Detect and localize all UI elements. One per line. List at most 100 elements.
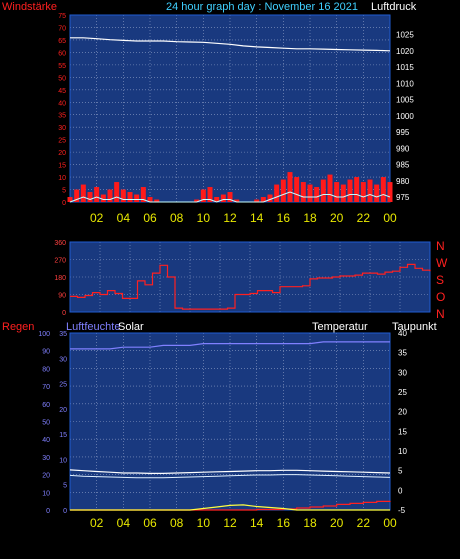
humidity-tick-label: 100 [38,331,50,338]
rain-tick-label: 15 [59,432,67,439]
wind-gust-bar [80,184,86,202]
wind-gust-bar [300,182,306,202]
wind-avg-line [69,191,391,203]
wind-tick-label: 5 [62,188,66,195]
wind-tick-label: 55 [58,63,66,70]
wind-gust-bar [280,179,286,202]
wind-gust-bar [227,192,233,202]
temperature-tick-label: 25 [398,388,407,397]
hour-tick-label: 02 [90,211,104,225]
wind-gust-bar [120,189,126,202]
wind-gust-bar [140,187,146,202]
wind-gust-bar [74,189,80,202]
humidity-line [70,341,390,350]
hour-tick-label: 08 [170,516,184,530]
compass-label: S [436,273,444,287]
hour-tick-label: 12 [223,516,237,530]
wind-gust-bar [114,182,120,202]
wind-gust-bar [354,177,360,202]
pressure-tick-label: 990 [396,144,410,153]
pressure-tick-label: 1000 [396,112,414,121]
wind-gust-bar [100,194,106,202]
humidity-tick-label: 30 [42,455,50,462]
hour-tick-label: 12 [223,211,237,225]
wind-gust-bar [67,197,73,202]
wind-gust-bar [94,187,100,202]
solar-label: Solar [118,321,144,333]
hour-tick-label: 06 [143,211,157,225]
wind-tick-label: 10 [58,175,66,182]
hour-tick-label: 06 [143,516,157,530]
wind-gust-bar [387,182,393,202]
wind-gust-bar [374,184,380,202]
rain-tick-label: 10 [59,457,67,464]
wind-gust-bar [334,182,340,202]
wind-gust-bar [134,194,140,202]
hour-tick-label: 08 [170,211,184,225]
pressure-tick-label: 1010 [396,79,414,88]
compass-label: O [436,290,445,304]
wind-gust-bar [254,199,260,202]
wind-gust-bar [340,184,346,202]
hour-tick-label: 22 [357,516,371,530]
wind-gust-bar [294,177,300,202]
humidity-tick-label: 70 [42,384,50,391]
dewpoint-line [69,474,391,479]
hour-tick-label: 04 [117,211,131,225]
wind-direction-line [70,263,431,310]
wind-gust-bar [260,197,266,202]
wind-gust-bar [267,194,273,202]
pressure-tick-label: 975 [396,193,410,202]
temperature-tick-label: 15 [398,427,407,436]
rain-tick-label: 30 [59,356,67,363]
rain-tick-label: 20 [59,407,67,414]
hour-tick-label: 10 [197,211,211,225]
wind-tick-label: 60 [58,50,66,57]
wind-tick-label: 35 [58,113,66,120]
temperature-tick-label: 20 [398,408,407,417]
wind-gust-bar [107,189,113,202]
hour-tick-label: 22 [357,211,371,225]
hour-tick-label: 02 [90,516,104,530]
temperature-tick-label: -5 [398,506,406,515]
tick-labels: 0510152025303540455055606570759759809859… [38,13,448,530]
temperature-tick-label: 35 [398,349,407,358]
hour-tick-label: 16 [277,211,291,225]
humidity-tick-label: 50 [42,420,50,427]
wind-gust-bar [307,184,313,202]
direction-tick-label: 180 [54,275,66,282]
wind-gust-bar [274,184,280,202]
rain-tick-label: 0 [63,508,67,515]
pressure-axis-label: Luftdruck [371,1,417,13]
direction-tick-label: 360 [54,240,66,247]
wind-gust-bar [347,179,353,202]
pressure-tick-label: 995 [396,128,410,137]
humidity-tick-label: 80 [42,366,50,373]
hour-tick-label: 00 [383,516,397,530]
wind-gust-bar [127,192,133,202]
p2-frame [69,241,431,313]
wind-tick-label: 15 [58,163,66,170]
rain-tick-label: 5 [63,483,67,490]
data-series [67,37,431,511]
wind-tick-label: 20 [58,150,66,157]
pressure-tick-label: 1020 [396,47,414,56]
temperature-tick-label: 30 [398,368,407,377]
pressure-tick-label: 1025 [396,31,414,40]
humidity-tick-label: 0 [46,508,50,515]
hour-tick-label: 14 [250,211,264,225]
wind-gust-bar [207,187,213,202]
hour-tick-label: 10 [197,516,211,530]
wind-gust-bar [200,189,206,202]
compass-label: N [436,307,445,321]
wind-tick-label: 75 [58,13,66,20]
hour-tick-label: 18 [303,211,317,225]
wind-tick-label: 50 [58,75,66,82]
dewpoint-label: Taupunkt [392,321,437,333]
wind-gust-bar [320,179,326,202]
hour-tick-label: 04 [117,516,131,530]
wind-gust-bar [380,177,386,202]
rain-label: Regen [2,321,34,333]
